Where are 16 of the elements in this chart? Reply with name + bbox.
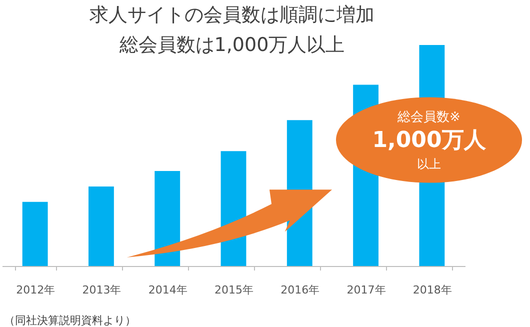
x-tick-label: 2013年 (82, 284, 122, 296)
x-tick-label: 2014年 (148, 284, 188, 296)
x-tick-label: 2015年 (214, 284, 254, 296)
bar (154, 170, 180, 266)
chart-title: 求人サイトの会員数は順調に増加 (90, 4, 374, 26)
x-tick-label: 2016年 (280, 284, 320, 296)
x-tick-label: 2017年 (346, 284, 386, 296)
x-tick-label: 2012年 (16, 284, 56, 296)
bar (88, 186, 114, 266)
annotation: 1,000万人 (372, 128, 487, 153)
bar (22, 202, 48, 266)
text: （同社決算説明資料より） (4, 314, 136, 327)
chart-subtitle: 総会員数は1,000万人以上 (118, 34, 345, 56)
annotation: 総会員数※ (396, 110, 460, 125)
annotation: 以上 (417, 157, 441, 171)
x-tick-label: 2018年 (412, 284, 452, 296)
